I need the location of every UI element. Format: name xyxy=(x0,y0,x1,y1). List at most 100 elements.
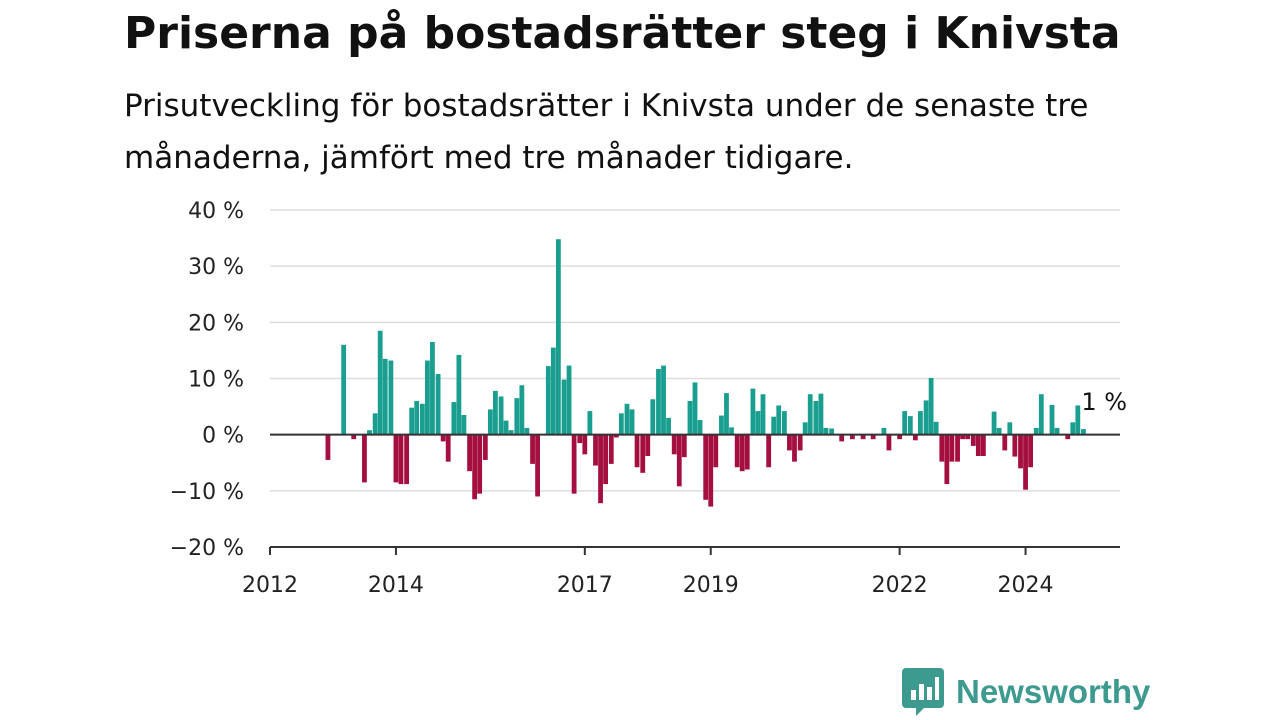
bar xyxy=(377,330,383,435)
chart-subtitle: Prisutveckling för bostadsrätter i Knivs… xyxy=(124,88,1089,176)
bar xyxy=(1007,422,1013,435)
bar xyxy=(965,434,971,440)
bar xyxy=(414,400,420,435)
bar xyxy=(451,402,457,435)
bar xyxy=(881,427,887,435)
bar xyxy=(703,434,709,500)
bar xyxy=(351,434,357,440)
y-tick-label: 0 % xyxy=(202,424,244,449)
y-tick-label: 20 % xyxy=(188,311,244,336)
bar xyxy=(802,422,808,435)
bar xyxy=(524,427,530,435)
bar xyxy=(477,434,483,494)
bar xyxy=(766,434,772,468)
bar xyxy=(750,388,756,435)
bar xyxy=(681,434,687,458)
bar xyxy=(582,434,588,455)
bar xyxy=(1070,422,1076,435)
brand-logo: Newsworthy xyxy=(902,668,1150,716)
bar xyxy=(1002,434,1008,451)
bar xyxy=(991,411,997,435)
y-tick-label: 10 % xyxy=(188,368,244,393)
x-tick-label: 2022 xyxy=(872,573,928,598)
bar xyxy=(708,434,714,507)
bar xyxy=(650,399,656,435)
bar xyxy=(823,427,829,435)
x-tick-label: 2014 xyxy=(368,573,424,598)
bar xyxy=(970,434,976,446)
bar xyxy=(923,400,929,435)
x-tick-label: 2019 xyxy=(683,573,739,598)
bar xyxy=(813,400,819,435)
bar xyxy=(1075,405,1081,435)
y-tick-label: 30 % xyxy=(188,255,244,280)
bar xyxy=(587,411,593,435)
bar xyxy=(372,413,378,435)
bar xyxy=(949,434,955,462)
bar xyxy=(697,420,703,435)
bar xyxy=(382,358,388,435)
bar xyxy=(603,434,608,485)
bar xyxy=(818,393,824,435)
bar xyxy=(362,434,367,483)
bar xyxy=(571,434,577,494)
bar xyxy=(928,377,934,435)
bar xyxy=(886,434,892,451)
bar xyxy=(939,434,945,462)
bar xyxy=(593,434,598,466)
bar xyxy=(782,411,787,435)
bar xyxy=(755,411,761,435)
bar xyxy=(440,434,446,442)
brand-name: Newsworthy xyxy=(956,673,1151,710)
bar xyxy=(912,434,918,441)
bar xyxy=(776,405,782,435)
newsworthy-logo-icon xyxy=(902,668,944,716)
bar xyxy=(1054,427,1060,435)
bar xyxy=(918,411,923,435)
bar xyxy=(613,434,619,438)
y-tick-label: −20 % xyxy=(170,536,244,561)
bar xyxy=(503,420,509,435)
y-tick-label: 40 % xyxy=(188,199,244,224)
bar xyxy=(566,365,572,435)
bar xyxy=(498,396,504,435)
bar xyxy=(860,434,866,440)
bar xyxy=(787,434,792,451)
bar xyxy=(692,382,698,435)
bar xyxy=(388,360,394,435)
bar xyxy=(367,430,372,435)
bar xyxy=(598,434,603,504)
bar xyxy=(719,415,724,435)
bar xyxy=(666,417,671,435)
bar xyxy=(577,434,583,444)
bar xyxy=(618,413,624,435)
y-tick-label: −10 % xyxy=(170,480,244,505)
bar xyxy=(724,393,729,435)
bar xyxy=(419,403,425,435)
bar xyxy=(1012,434,1018,457)
bar xyxy=(472,434,478,500)
bar xyxy=(771,416,777,435)
bar xyxy=(640,434,646,473)
bar xyxy=(514,398,520,435)
bar xyxy=(829,428,835,435)
bar xyxy=(744,434,750,470)
bar xyxy=(487,409,493,435)
bar xyxy=(634,434,640,468)
bar xyxy=(839,434,845,442)
bar xyxy=(739,434,745,472)
bar xyxy=(729,427,734,435)
bar xyxy=(341,344,347,435)
bar xyxy=(933,421,939,435)
bar xyxy=(467,434,472,472)
bar xyxy=(555,239,561,435)
bar xyxy=(996,427,1002,435)
bar xyxy=(907,416,913,435)
bar xyxy=(461,415,467,435)
bar xyxy=(797,434,803,451)
bar xyxy=(1081,429,1086,435)
bar xyxy=(456,354,462,435)
bar xyxy=(519,385,525,435)
bar xyxy=(1023,434,1028,490)
